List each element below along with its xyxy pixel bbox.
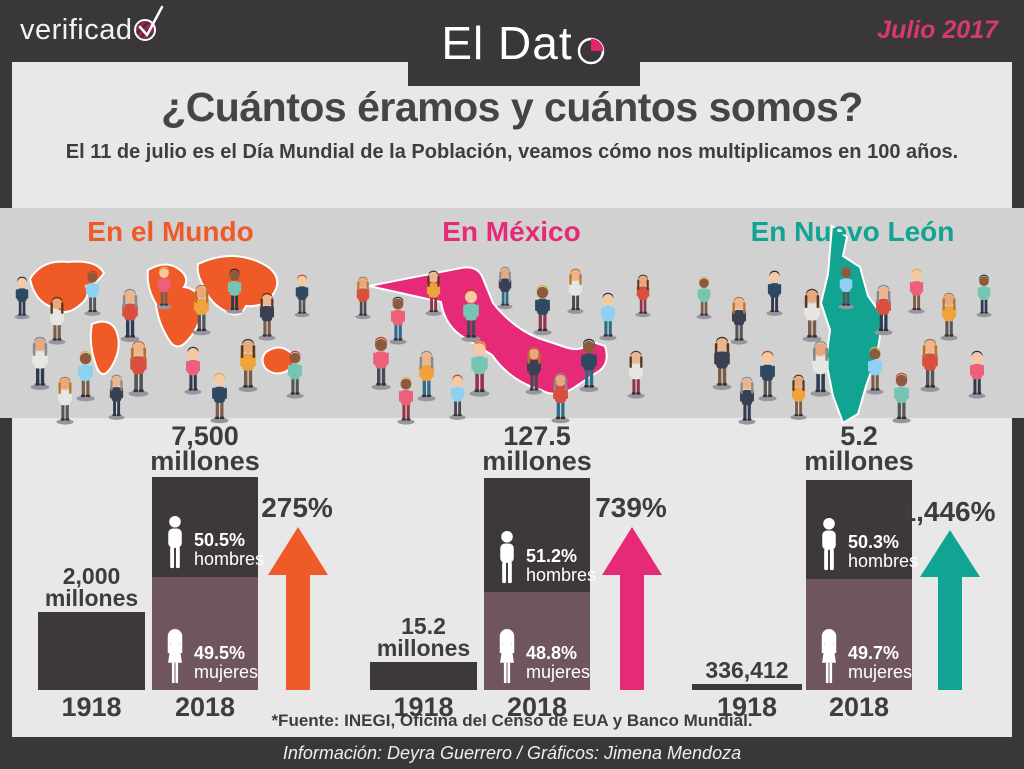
- unit-2018: millones: [804, 446, 914, 477]
- men-segment: 51.2% hombres: [484, 478, 596, 593]
- year-2018: 2018: [174, 692, 236, 722]
- men-label: hombres: [194, 549, 265, 570]
- value-label-2018: 127.5 millones: [456, 420, 618, 475]
- man-icon: [500, 531, 514, 584]
- year-2018: 2018: [506, 692, 568, 722]
- page-subtitle: El 11 de julio es el Día Mundial de la P…: [65, 141, 959, 163]
- women-segment: 49.7% mujeres: [806, 578, 913, 690]
- section-nuevoleon: En Nuevo León: [682, 208, 1023, 425]
- bar-1918: [38, 612, 145, 690]
- unit-1918: millones: [376, 635, 471, 662]
- woman-icon: [499, 628, 515, 684]
- bar-2018: 51.2% hombres 48.8% mujeres: [484, 478, 596, 690]
- edition-date: Julio 2017: [877, 16, 998, 44]
- value-1918: 2,000: [62, 563, 121, 590]
- value-label-1918: 336,412: [678, 632, 816, 682]
- year-1918: 1918: [716, 692, 778, 722]
- year-2018: 2018: [828, 692, 890, 722]
- growth-label: 1,446%: [900, 496, 996, 527]
- nuevoleon-crowd-illustration: [696, 224, 992, 425]
- footer-band: Información: Deyra Guerrero / Gráficos: …: [0, 737, 1024, 769]
- bar-1918: [370, 662, 477, 690]
- men-pct: 50.5%: [194, 530, 246, 551]
- section-title-mexico: En México: [442, 216, 581, 247]
- year-1918: 1918: [393, 692, 454, 722]
- nuevoleon-map-icon: [819, 224, 885, 425]
- men-segment: 50.3% hombres: [806, 480, 918, 579]
- check-icon: [138, 5, 163, 37]
- section-world: En el Mundo: [0, 208, 341, 425]
- credits: Información: Deyra Guerrero / Gráficos: …: [282, 742, 742, 763]
- women-segment: 48.8% mujeres: [484, 592, 590, 690]
- growth-arrow-icon: [920, 530, 980, 690]
- mexico-map-icon: [368, 266, 608, 395]
- value-label-2018: 7,500 millones: [124, 420, 286, 475]
- world-crowd-illustration: [14, 254, 310, 425]
- chart-nuevoleon: 336,412 5.2 millones 50.3% hombres 49.7% m…: [678, 420, 1018, 737]
- value-2018: 127.5: [503, 420, 571, 451]
- section-title-nuevoleon: En Nuevo León: [750, 216, 955, 247]
- women-pct: 49.7%: [848, 643, 900, 664]
- value-1918: 336,412: [705, 657, 789, 684]
- striped-o-icon: [133, 19, 156, 41]
- verificado-logo: verificad: [20, 5, 163, 47]
- value-label-1918: 15.2 millones: [356, 610, 491, 660]
- year-1918: 1918: [61, 692, 122, 722]
- women-label: mujeres: [194, 662, 259, 683]
- value-1918: 15.2: [401, 613, 446, 640]
- men-label: hombres: [848, 550, 919, 571]
- source-note: *Fuente: INEGI, Oficina del Censo de EUA…: [271, 711, 753, 730]
- bar-2018: 50.5% hombres 49.5% mujeres: [152, 477, 264, 690]
- chart-mexico: 15.2 millones 127.5 millones 51.2% hombre…: [356, 420, 696, 737]
- section-title-world: En el Mundo: [87, 216, 254, 247]
- page-title: ¿Cuántos éramos y cuántos somos?: [161, 84, 863, 130]
- growth-arrow-icon: [268, 527, 328, 690]
- unit-2018: millones: [482, 446, 592, 477]
- chart-world: 2,000 millones 7,500 millones 50.5% hombr…: [24, 420, 364, 737]
- value-label-2018: 5.2 millones: [778, 420, 940, 475]
- men-label: hombres: [526, 564, 597, 585]
- el-dato-text: El Dat: [441, 17, 573, 69]
- woman-icon: [167, 628, 183, 684]
- women-label: mujeres: [848, 662, 913, 683]
- woman-icon: [821, 628, 837, 684]
- bar-2018: 50.3% hombres 49.7% mujeres: [806, 480, 918, 690]
- growth-label: 275%: [261, 492, 333, 523]
- men-segment: 50.5% hombres: [152, 477, 264, 578]
- intro-block: ¿Cuántos éramos y cuántos somos? El 11 d…: [12, 84, 1012, 164]
- value-label-1918: 2,000 millones: [24, 560, 159, 610]
- unit-1918: millones: [44, 585, 139, 612]
- women-pct: 49.5%: [194, 643, 246, 664]
- women-pct: 48.8%: [526, 643, 578, 664]
- women-label: mujeres: [526, 662, 591, 683]
- men-pct: 50.3%: [848, 531, 900, 552]
- el-dato-title: El Dat: [441, 16, 606, 70]
- value-2018: 5.2: [840, 420, 878, 451]
- logo-o: [133, 5, 163, 41]
- bar-1918: [692, 684, 802, 690]
- unit-2018: millones: [150, 446, 260, 477]
- men-pct: 51.2%: [526, 545, 578, 566]
- growth-label: 739%: [595, 492, 667, 523]
- el-dato-title-box: El Dat: [408, 0, 640, 86]
- logo-text: verificad: [20, 14, 133, 46]
- pie-o-icon: [577, 37, 604, 65]
- section-mexico: En México: [341, 208, 682, 425]
- man-icon: [168, 516, 182, 569]
- growth-arrow-icon: [602, 527, 662, 690]
- women-segment: 49.5% mujeres: [152, 577, 258, 690]
- man-icon: [822, 517, 836, 570]
- value-2018: 7,500: [171, 420, 239, 451]
- mexico-crowd-illustration: [355, 266, 651, 425]
